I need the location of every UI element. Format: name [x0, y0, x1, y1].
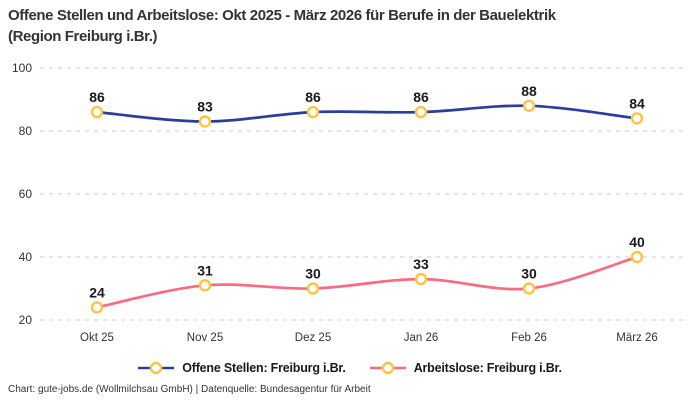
data-point-label: 40	[629, 234, 645, 250]
data-point-marker	[90, 105, 104, 119]
data-point-marker	[306, 105, 320, 119]
data-point-marker	[306, 282, 320, 295]
y-axis-tick-label: 20	[19, 313, 33, 327]
footer-attribution: Chart: gute-jobs.de (Wollmilchsau GmbH) …	[8, 384, 371, 395]
data-point-label: 86	[305, 89, 321, 105]
x-axis-label: Feb 26	[511, 332, 547, 344]
data-point-marker	[414, 105, 428, 119]
data-point-marker	[630, 250, 644, 264]
data-point-label: 86	[89, 89, 105, 105]
data-point-marker	[414, 272, 428, 286]
y-axis-tick-label: 100	[12, 61, 32, 75]
legend-item-offene-stellen: Offene Stellen: Freiburg i.Br.	[138, 361, 346, 375]
x-axis-label: Jan 26	[404, 332, 439, 344]
y-axis-tick-label: 60	[19, 187, 33, 201]
chart-title-line1: Offene Stellen und Arbeitslose: Okt 2025…	[8, 7, 556, 24]
data-point-label: 31	[197, 262, 213, 278]
data-point-marker	[630, 112, 644, 125]
data-point-label: 84	[629, 95, 645, 111]
series-line-1	[95, 255, 639, 309]
x-axis-label: Dez 25	[295, 332, 331, 344]
chart-title: Offene Stellen und Arbeitslose: Okt 2025…	[8, 5, 696, 47]
legend-item-arbeitslose: Arbeitslose: Freiburg i.Br.	[369, 361, 562, 375]
x-axis-label: März 26	[616, 332, 658, 344]
legend-label-arbeitslose: Arbeitslose: Freiburg i.Br.	[413, 361, 562, 375]
data-point-marker	[522, 99, 536, 112]
legend-line-marker-icon	[369, 361, 406, 375]
x-axis-label: Okt 25	[80, 332, 114, 344]
data-point-marker	[198, 279, 212, 292]
data-point-label: 30	[305, 266, 321, 282]
data-point-label: 86	[413, 89, 429, 105]
chart-plot-area: 20 40 60 80 100 Okt 25 Nov 25 Dez 25 Jan 26 Feb 2…	[12, 61, 688, 344]
data-point-label: 30	[521, 266, 537, 282]
data-point-marker	[522, 282, 536, 295]
data-point-marker	[90, 301, 104, 314]
legend: Offene Stellen: Freiburg i.Br. Arbeitslo…	[0, 361, 700, 375]
data-point-label: 24	[89, 284, 105, 300]
chart-title-line2: (Region Freiburg i.Br.)	[8, 28, 158, 45]
series-line-0	[95, 104, 639, 123]
y-axis-tick-label: 40	[19, 250, 33, 264]
data-point-label: 83	[197, 99, 213, 115]
legend-line-marker-icon	[138, 361, 175, 375]
data-point-marker	[198, 115, 212, 128]
data-point-label: 88	[521, 83, 537, 99]
x-axis-label: Nov 25	[187, 332, 223, 344]
y-axis-tick-label: 80	[19, 124, 33, 138]
legend-label-offene-stellen: Offene Stellen: Freiburg i.Br.	[182, 361, 346, 375]
data-point-label: 33	[413, 256, 429, 272]
